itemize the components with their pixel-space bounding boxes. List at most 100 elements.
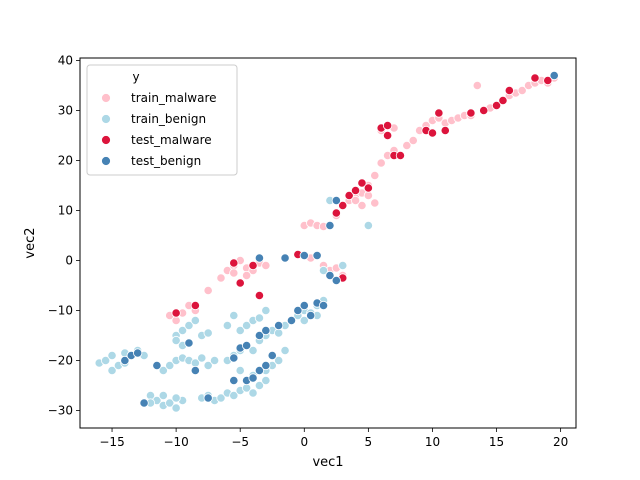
point-train_benign-41 [229,390,239,401]
point-test_benign-2 [133,348,143,358]
point-train_benign-31 [190,315,200,326]
legend-label-test_malware: test_malware [131,133,212,147]
y-axis: −30 −20 −10 0 10 20 30 40 [48,54,80,418]
point-test_malware-15 [382,130,393,141]
point-train_benign-39 [216,393,226,403]
legend-label-test_benign: test_benign [131,154,201,168]
point-test_benign-12 [248,373,258,383]
point-test_malware-25 [491,100,502,111]
point-test_malware-28 [530,73,540,83]
point-test_benign-20 [286,315,297,326]
point-test_benign-3 [139,398,149,408]
y-tick-label-30: 30 [58,104,73,118]
point-test_malware-29 [543,75,553,86]
point-test_benign-33 [331,195,341,206]
point-train_benign-14 [171,403,181,413]
legend-label-train_benign: train_benign [131,112,206,126]
point-test_benign-17 [254,330,265,341]
point-test_malware-24 [479,105,489,116]
point-train_benign-64 [242,320,252,331]
point-test_benign-0 [120,355,130,366]
point-train_benign-67 [261,305,271,316]
point-test_benign-19 [274,320,284,331]
x-tick-label-0: 0 [300,435,308,449]
point-test_benign-23 [306,310,316,321]
point-train_benign-18 [171,393,181,403]
points-layer [94,70,559,413]
point-test_malware-13 [363,183,373,193]
point-train_malware-35 [357,200,367,211]
point-test_benign-14 [261,360,271,371]
legend-marker-train_benign [101,114,111,124]
x-axis-label: vec1 [312,455,343,470]
point-test_benign-5 [184,338,194,348]
point-test_malware-8 [331,208,341,218]
point-train_benign-83 [299,315,309,326]
point-train_benign-33 [171,335,181,346]
point-test_benign-31 [331,275,341,286]
point-train_malware-14 [242,270,252,281]
point-test_benign-21 [293,305,303,316]
point-train_benign-76 [318,265,329,276]
point-train_malware-13 [261,260,271,271]
point-train_benign-44 [248,388,258,398]
point-test_malware-1 [190,300,200,311]
x-tick-label-10: 10 [425,435,440,449]
point-train_benign-79 [338,260,348,271]
y-tick-label-20: 20 [58,154,73,168]
point-test_malware-21 [434,108,444,118]
point-test_malware-16 [382,120,393,131]
point-train_benign-51 [248,345,258,356]
point-train_benign-69 [222,320,232,331]
point-train_benign-46 [261,375,271,386]
point-train_benign-70 [235,365,245,376]
point-test_benign-8 [229,353,239,363]
x-tick-label--15: −15 [99,435,124,449]
point-train_benign-19 [158,365,168,376]
y-tick-label-40: 40 [58,54,73,68]
point-test_malware-5 [254,290,265,301]
point-test_malware-11 [350,185,361,196]
point-test_benign-29 [312,250,322,261]
x-tick-label-15: 15 [489,435,504,449]
point-train_benign-66 [254,313,265,323]
y-axis-label: vec2 [23,227,38,258]
legend: y train_malware train_benign test_malwarete… [86,64,238,176]
point-train_benign-45 [254,380,265,391]
point-train_malware-6 [216,273,226,283]
point-train_malware-39 [376,158,386,168]
point-train_malware-54 [472,80,482,91]
point-train_benign-8 [107,350,117,361]
point-test_benign-27 [280,253,290,263]
y-tick-label--20: −20 [48,354,73,368]
point-train_benign-80 [363,220,373,231]
point-test_benign-26 [254,253,265,263]
point-train_benign-68 [229,310,239,321]
legend-box [86,64,238,176]
point-test_malware-0 [171,308,181,318]
point-test_malware-10 [344,190,354,201]
point-test_benign-18 [261,325,271,336]
point-train_benign-30 [184,320,194,331]
point-test_benign-4 [152,360,162,371]
point-test_benign-15 [267,350,277,361]
point-test_malware-22 [440,125,450,136]
point-test_malware-3 [235,278,245,288]
point-train_benign-20 [165,360,175,371]
point-train_malware-36 [350,195,361,206]
point-test_benign-16 [242,340,252,351]
point-train_malware-5 [203,285,213,296]
point-test_malware-9 [338,200,348,211]
point-train_malware-44 [408,135,418,146]
point-train_malware-37 [370,198,380,208]
y-tick-label-10: 10 [58,204,73,218]
point-train_benign-74 [274,355,284,366]
point-train_benign-29 [177,325,188,336]
point-test_malware-2 [229,258,239,268]
point-test_benign-10 [229,375,239,386]
legend-title: y [132,70,139,84]
x-tick-label--5: −5 [231,435,249,449]
x-tick-label-20: 20 [553,435,568,449]
plot-frame [79,57,577,429]
